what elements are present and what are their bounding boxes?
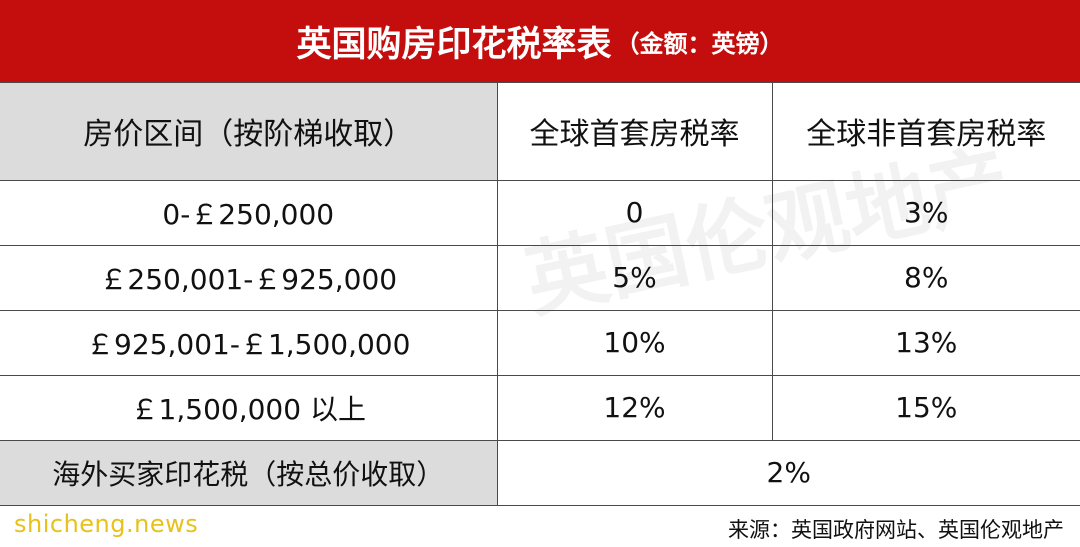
non-first-home-rate-cell: 3% <box>771 179 1080 246</box>
tax-rate-table: 房价区间（按阶梯收取） 全球首套房税率 全球非首套房税率 0-￡250,000 … <box>0 82 1080 507</box>
tax-table-container: 房价区间（按阶梯收取） 全球首套房税率 全球非首套房税率 0-￡250,000 … <box>0 82 1080 507</box>
column-header-price-range: 房价区间（按阶梯收取） <box>0 82 498 181</box>
table-row: ￡1,500,000 以上 12% 15% <box>0 374 1080 441</box>
first-home-rate-cell: 12% <box>496 374 773 441</box>
first-home-rate-cell: 0 <box>496 179 773 246</box>
non-first-home-rate-cell: 8% <box>771 244 1080 311</box>
overseas-stamp-duty-value: 2% <box>496 439 1080 507</box>
price-range-cell: ￡925,001-￡1,500,000 <box>0 309 498 376</box>
price-range-cell: ￡250,001-￡925,000 <box>0 244 498 311</box>
page-subtitle: （金额：英镑） <box>615 29 784 58</box>
column-header-first-home-rate: 全球首套房税率 <box>496 82 773 181</box>
table-row: 0-￡250,000 0 3% <box>0 179 1080 246</box>
site-logo: shicheng.news <box>14 510 199 538</box>
price-range-cell: 0-￡250,000 <box>0 179 498 246</box>
column-header-non-first-home-rate: 全球非首套房税率 <box>771 82 1080 181</box>
price-range-cell: ￡1,500,000 以上 <box>0 374 498 441</box>
overseas-row: 海外买家印花税（按总价收取） 2% <box>0 439 1080 507</box>
source-note: 来源：英国政府网站、英国伦观地产 <box>728 518 1064 542</box>
overseas-stamp-duty-label: 海外买家印花税（按总价收取） <box>0 439 498 507</box>
first-home-rate-cell: 10% <box>496 309 773 376</box>
table-header-row: 房价区间（按阶梯收取） 全球首套房税率 全球非首套房税率 <box>0 82 1080 181</box>
table-row: ￡250,001-￡925,000 5% 8% <box>0 244 1080 311</box>
non-first-home-rate-cell: 15% <box>771 374 1080 441</box>
title-banner: 英国购房印花税率表 （金额：英镑） <box>0 0 1080 82</box>
first-home-rate-cell: 5% <box>496 244 773 311</box>
page-title: 英国购房印花税率表 <box>296 24 612 65</box>
non-first-home-rate-cell: 13% <box>771 309 1080 376</box>
footer: shicheng.news 来源：英国政府网站、英国伦观地产 <box>0 506 1080 547</box>
table-row: ￡925,001-￡1,500,000 10% 13% <box>0 309 1080 376</box>
